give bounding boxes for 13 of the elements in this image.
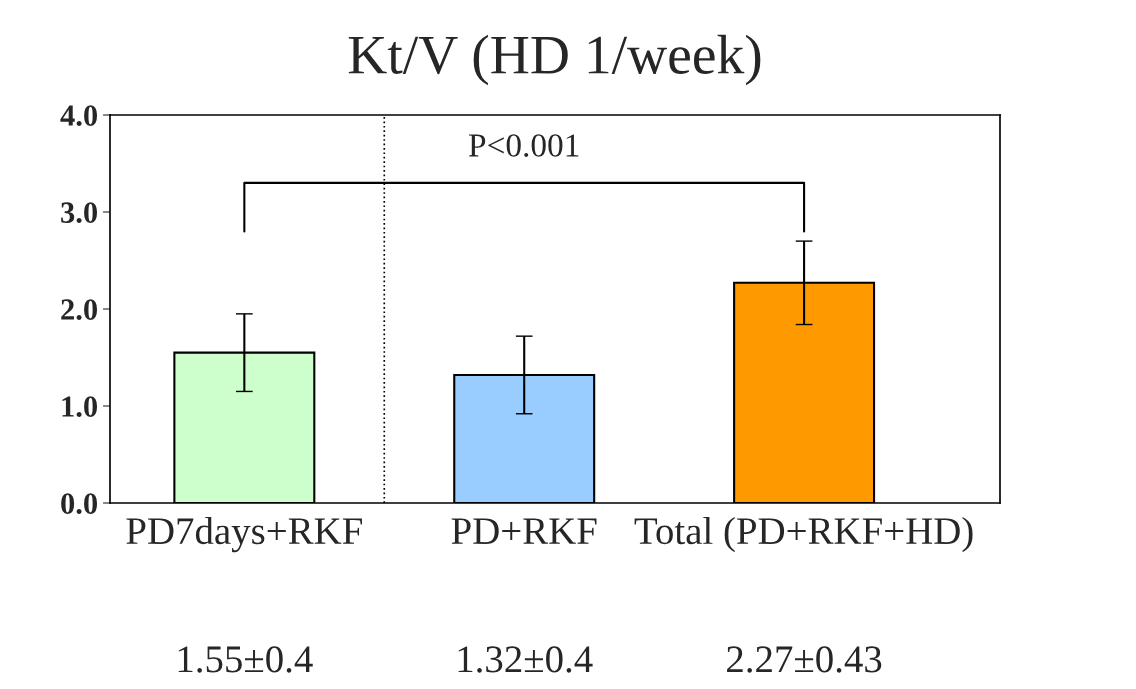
x-tick-label: PD+RKF (451, 518, 597, 544)
data-label: 1.55±0.4 (178, 646, 313, 673)
chart-title: Kt/V (HD 1/week) (348, 34, 761, 86)
y-tick-label: 1.0 (62, 396, 98, 418)
data-label: 2.27±0.43 (727, 646, 882, 673)
y-tick-label: 3.0 (61, 202, 98, 224)
annotation: P<0.001 (469, 134, 579, 157)
data-label: 1.32±0.4 (458, 646, 593, 673)
y-tick-label: 4.0 (60, 105, 98, 127)
x-tick-label: Total (PD+RKF+HD) (634, 516, 973, 553)
x-tick-label: PD7days+RKF (126, 516, 362, 553)
y-tick-label: 2.0 (61, 299, 98, 321)
y-tick-label: 0.0 (61, 493, 98, 515)
